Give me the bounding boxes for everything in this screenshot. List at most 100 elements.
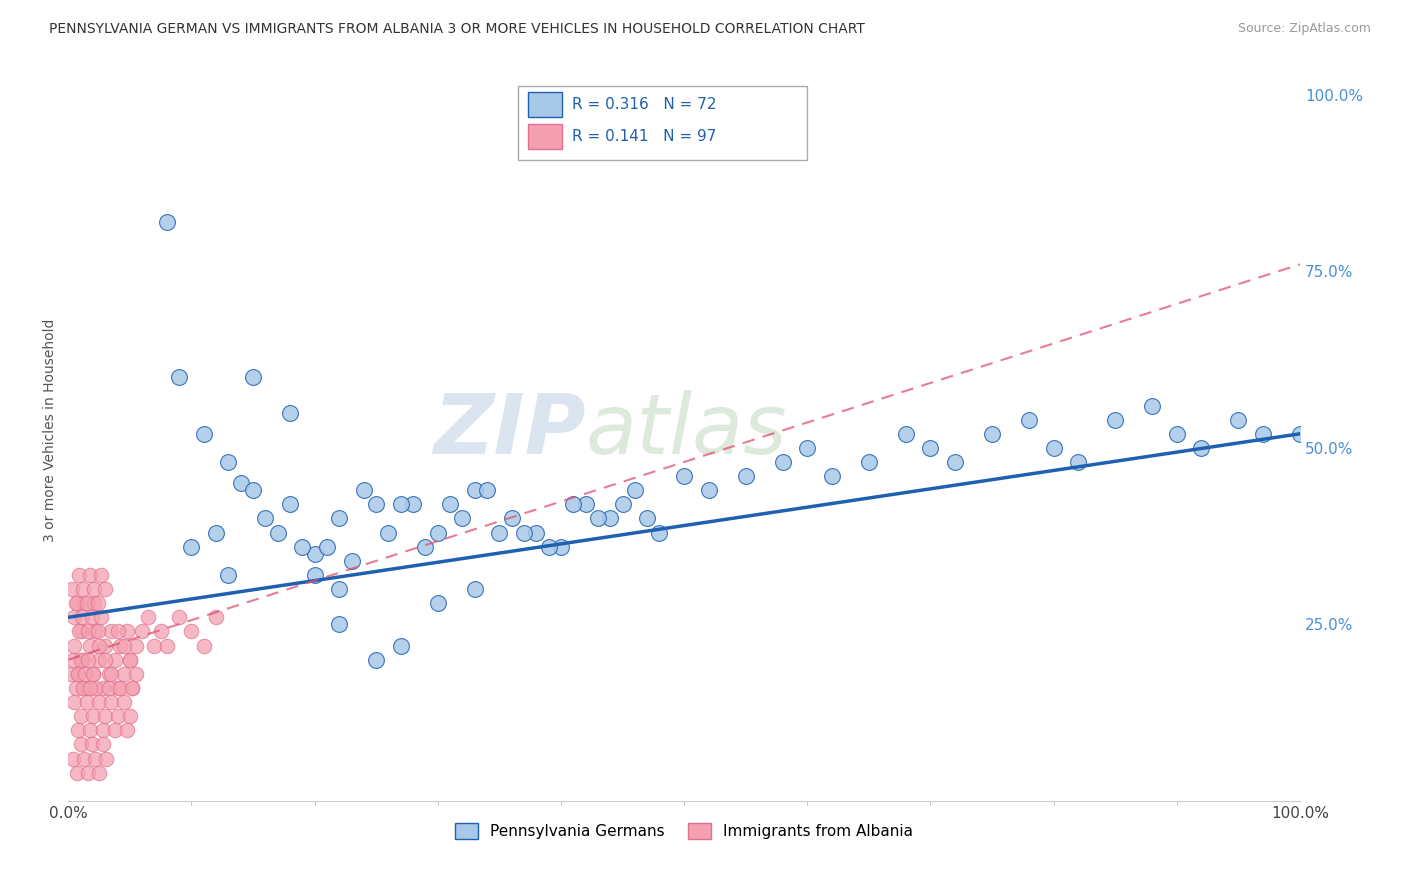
Point xyxy=(156,215,179,229)
Point xyxy=(87,695,110,709)
Point xyxy=(205,525,228,540)
Point xyxy=(242,370,264,384)
Point xyxy=(377,525,399,540)
Point xyxy=(524,525,547,540)
Point xyxy=(76,695,98,709)
Point xyxy=(80,738,103,752)
Point xyxy=(426,596,449,610)
Point xyxy=(636,511,658,525)
Point xyxy=(464,483,486,498)
Point xyxy=(439,497,461,511)
Point xyxy=(79,568,101,582)
Point xyxy=(488,525,510,540)
Point xyxy=(624,483,647,498)
Point xyxy=(673,469,696,483)
Point xyxy=(94,653,117,667)
Point xyxy=(475,483,498,498)
Point xyxy=(83,582,105,596)
Point xyxy=(59,666,82,681)
Point xyxy=(943,455,966,469)
Point xyxy=(180,540,202,554)
Point xyxy=(72,681,94,695)
Point xyxy=(77,653,100,667)
Point xyxy=(112,666,135,681)
Point xyxy=(858,455,880,469)
Point xyxy=(87,653,110,667)
Point xyxy=(69,653,91,667)
Point xyxy=(328,511,350,525)
Point xyxy=(1067,455,1090,469)
Point xyxy=(143,639,166,653)
Point xyxy=(734,469,756,483)
Point xyxy=(107,681,129,695)
Point xyxy=(70,610,93,624)
Point xyxy=(149,624,172,639)
Point xyxy=(107,709,129,723)
Point xyxy=(76,681,98,695)
Point xyxy=(84,751,107,765)
Point xyxy=(72,653,94,667)
Point xyxy=(75,666,97,681)
Point xyxy=(451,511,474,525)
Point xyxy=(894,426,917,441)
Point xyxy=(91,738,114,752)
Point xyxy=(84,624,107,639)
Point xyxy=(599,511,621,525)
Point xyxy=(316,540,339,554)
Point xyxy=(426,525,449,540)
Point xyxy=(389,639,412,653)
Text: atlas: atlas xyxy=(585,390,787,471)
Point xyxy=(242,483,264,498)
Point xyxy=(108,639,131,653)
Point xyxy=(366,653,388,667)
Point xyxy=(76,596,98,610)
Point xyxy=(366,497,388,511)
Point xyxy=(125,666,148,681)
Point xyxy=(415,540,437,554)
Legend: Pennsylvania Germans, Immigrants from Albania: Pennsylvania Germans, Immigrants from Al… xyxy=(449,817,920,845)
Point xyxy=(1289,426,1312,441)
Point xyxy=(796,441,818,455)
Point xyxy=(125,639,148,653)
Point xyxy=(107,624,129,639)
Point xyxy=(1042,441,1064,455)
Point xyxy=(112,695,135,709)
Point xyxy=(67,568,90,582)
Point xyxy=(83,596,105,610)
Point xyxy=(67,624,90,639)
Point xyxy=(920,441,942,455)
Point xyxy=(108,681,131,695)
Point xyxy=(121,681,143,695)
Point xyxy=(562,497,585,511)
Point xyxy=(193,426,215,441)
Point xyxy=(90,568,112,582)
Text: Source: ZipAtlas.com: Source: ZipAtlas.com xyxy=(1237,22,1371,36)
Point xyxy=(91,723,114,738)
Point xyxy=(1227,412,1250,426)
Point xyxy=(266,525,288,540)
Point xyxy=(118,653,141,667)
Point xyxy=(69,709,91,723)
Point xyxy=(66,765,89,780)
Point xyxy=(73,751,96,765)
Point xyxy=(304,547,326,561)
Point xyxy=(131,624,153,639)
Point xyxy=(278,497,301,511)
Point xyxy=(1251,426,1274,441)
Text: ZIP: ZIP xyxy=(433,390,585,471)
Point xyxy=(167,370,190,384)
Point xyxy=(82,709,104,723)
Point xyxy=(112,639,135,653)
Point xyxy=(94,582,117,596)
Point xyxy=(389,497,412,511)
Point xyxy=(156,639,179,653)
Point xyxy=(1018,412,1040,426)
Point xyxy=(104,723,127,738)
Point xyxy=(66,596,89,610)
Point xyxy=(402,497,425,511)
Point xyxy=(96,751,118,765)
Point xyxy=(82,666,104,681)
Point xyxy=(353,483,375,498)
Point xyxy=(217,568,239,582)
Point xyxy=(63,639,86,653)
